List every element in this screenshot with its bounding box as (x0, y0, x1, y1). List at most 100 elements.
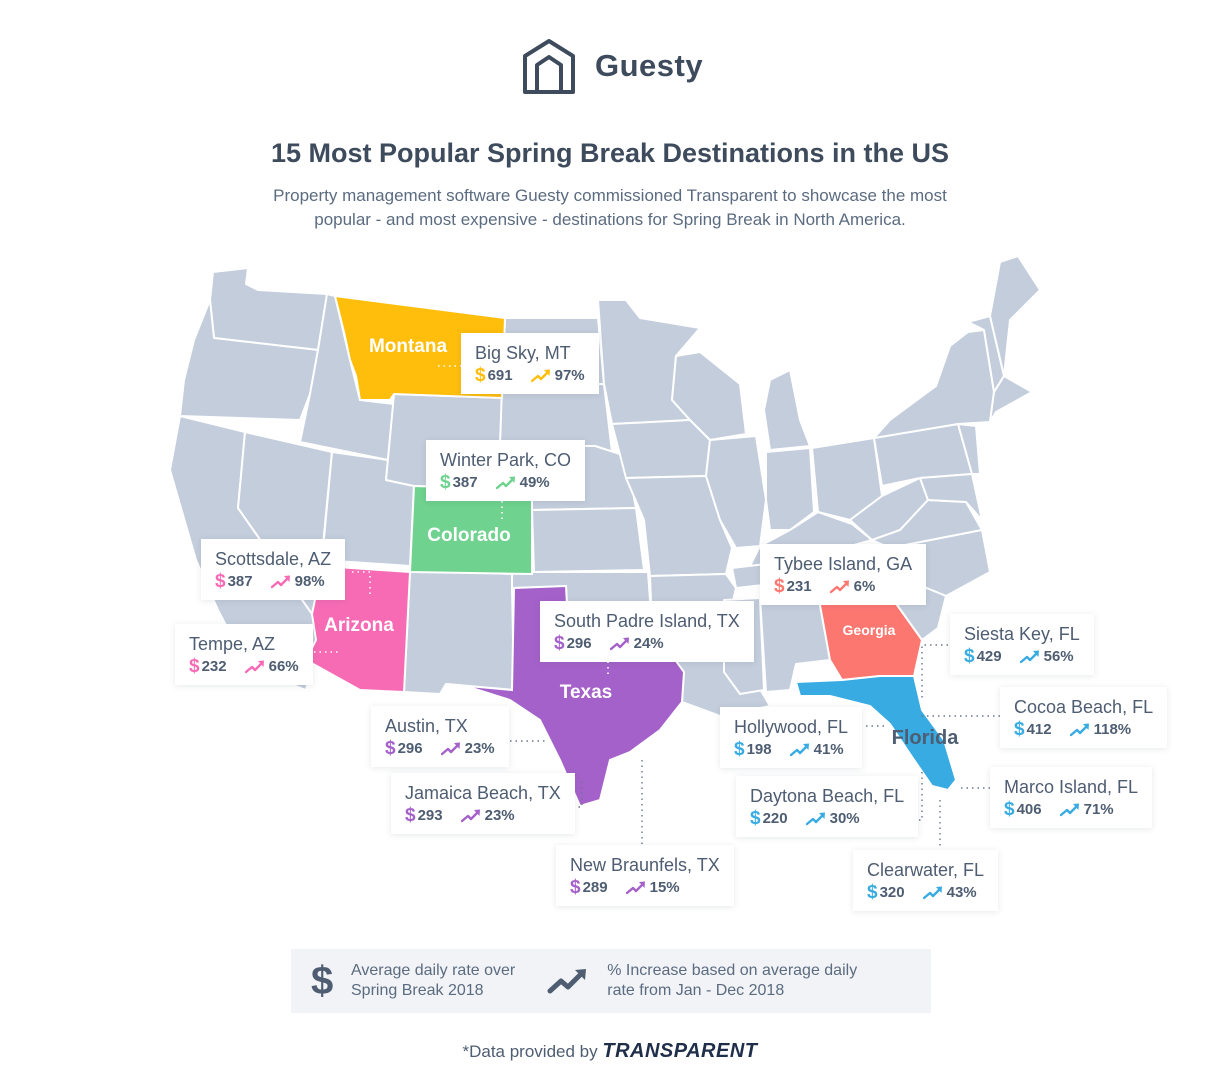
trend-up-icon (625, 881, 645, 895)
percent-increase: 97% (554, 367, 585, 384)
average-daily-rate: 220 (762, 810, 788, 827)
destination-stats: $412 118% (1014, 719, 1153, 741)
destination-name: Daytona Beach, FL (750, 786, 905, 806)
subtitle-line-1: Property management software Guesty comm… (273, 186, 947, 205)
destination-callout: Tybee Island, GA $231 6% (760, 544, 927, 605)
destination-callout: Marco Island, FL $406 71% (990, 767, 1153, 828)
dollar-icon: $ (867, 882, 878, 903)
state-new-mexico (403, 569, 515, 695)
state-maryland-delaware (919, 473, 983, 521)
destination-name: New Braunfels, TX (570, 855, 720, 875)
destination-callout: Austin, TX $296 23% (371, 706, 509, 767)
trend-up-icon (609, 637, 629, 651)
destination-stats: $691 97% (475, 365, 585, 387)
state-washington (209, 267, 328, 351)
destination-callout: New Braunfels, TX $289 15% (556, 845, 734, 906)
destination-callout: Siesta Key, FL $429 56% (950, 614, 1094, 675)
destination-name: Big Sky, MT (475, 343, 571, 363)
legend-rate-text: Average daily rate over Spring Break 201… (351, 961, 515, 1001)
destination-callout: South Padre Island, TX $296 24% (540, 601, 754, 662)
average-daily-rate: 198 (746, 741, 772, 758)
state-michigan (763, 369, 811, 451)
guesty-logo: Guesty (521, 38, 703, 94)
average-daily-rate: 320 (879, 884, 905, 901)
destination-callout: Scottsdale, AZ $387 98% (201, 539, 346, 600)
legend: $ Average daily rate over Spring Break 2… (291, 949, 931, 1013)
connector-lines (314, 365, 827, 675)
destination-callout: Clearwater, FL $320 43% (853, 850, 999, 911)
legend-rate-line-2: Spring Break 2018 (351, 982, 484, 999)
destination-name: South Padre Island, TX (554, 611, 740, 631)
destination-name: Tybee Island, GA (774, 554, 913, 574)
state-iowa (611, 419, 711, 479)
state-kansas (531, 507, 645, 573)
dollar-icon: $ (475, 365, 486, 386)
percent-increase: 15% (649, 879, 680, 896)
brand-name: Guesty (595, 48, 704, 83)
destination-stats: $198 41% (734, 739, 848, 761)
destination-stats: $320 43% (867, 882, 984, 904)
destination-stats: $232 66% (189, 656, 299, 678)
trend-up-icon (460, 809, 480, 823)
average-daily-rate: 406 (1016, 801, 1042, 818)
destination-callout: Tempe, AZ $232 66% (175, 624, 313, 685)
destination-stats: $387 49% (440, 472, 571, 494)
percent-increase: 71% (1083, 801, 1114, 818)
state-label-montana: Montana (369, 336, 448, 357)
state-indiana (765, 447, 815, 531)
state-illinois (705, 435, 767, 549)
trend-up-icon (922, 886, 942, 900)
percent-increase: 118% (1093, 721, 1132, 738)
average-daily-rate: 387 (452, 474, 478, 491)
destination-name: Clearwater, FL (867, 860, 985, 880)
percent-increase: 6% (853, 578, 876, 595)
average-daily-rate: 289 (582, 879, 608, 896)
dollar-icon: $ (554, 633, 565, 654)
average-daily-rate: 232 (201, 658, 227, 675)
state-new-jersey (957, 423, 981, 475)
destination-name: Marco Island, FL (1004, 777, 1139, 797)
subtitle-line-2: popular - and most expensive - destinati… (314, 210, 906, 229)
destination-name: Tempe, AZ (189, 634, 276, 654)
dollar-icon: $ (440, 472, 451, 493)
dollar-icon: $ (405, 805, 416, 826)
trend-up-icon (1069, 723, 1089, 737)
destination-name: Siesta Key, FL (964, 624, 1080, 644)
dollar-icon: $ (750, 808, 761, 829)
legend-increase-text: % Increase based on average daily rate f… (607, 961, 857, 1001)
trend-up-icon (829, 580, 849, 594)
destination-stats: $406 71% (1004, 799, 1138, 821)
dollar-icon: $ (311, 958, 334, 1003)
state-label-arizona: Arizona (324, 615, 394, 636)
destination-stats: $387 98% (215, 571, 331, 593)
dollar-icon: $ (1014, 719, 1025, 740)
percent-increase: 49% (519, 474, 550, 491)
trend-up-icon (270, 575, 290, 589)
percent-increase: 98% (294, 573, 325, 590)
percent-increase: 66% (268, 658, 299, 675)
percent-increase: 23% (464, 740, 495, 757)
state-label-texas: Texas (560, 682, 612, 703)
data-credit: *Data provided by TRANSPARENT (0, 1040, 1220, 1063)
dollar-icon: $ (964, 646, 975, 667)
trend-up-icon (440, 742, 460, 756)
trend-up-icon (805, 812, 825, 826)
state-new-england-south (989, 375, 1033, 423)
percent-increase: 43% (946, 884, 977, 901)
credit-prefix: *Data provided by (462, 1042, 598, 1061)
destination-name: Jamaica Beach, TX (405, 783, 561, 803)
destination-callout: Hollywood, FL $198 41% (720, 707, 863, 768)
destination-stats: $296 23% (385, 738, 495, 760)
state-florida (794, 675, 958, 792)
house-icon (523, 39, 575, 94)
average-daily-rate: 296 (566, 635, 592, 652)
percent-increase: 41% (813, 741, 844, 758)
page-title: 15 Most Popular Spring Break Destination… (270, 138, 950, 168)
percent-increase: 56% (1043, 648, 1074, 665)
dollar-icon: $ (734, 739, 745, 760)
destination-callout: Big Sky, MT $691 97% (461, 333, 599, 394)
trend-up-icon (530, 369, 550, 383)
average-daily-rate: 691 (487, 367, 513, 384)
state-label-colorado: Colorado (427, 525, 510, 546)
